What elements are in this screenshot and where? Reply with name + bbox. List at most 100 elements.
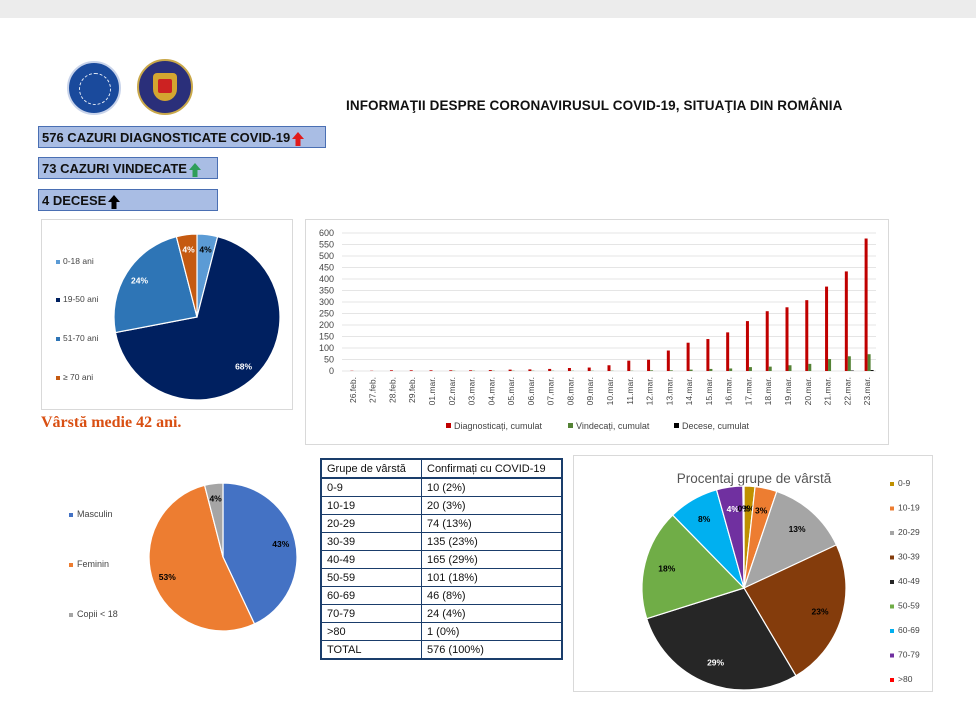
- table-cell: 165 (29%): [421, 550, 563, 569]
- bar-mark: [768, 366, 772, 371]
- stat-diagnosed-label: 576 CAZURI DIAGNOSTICATE COVID-19: [42, 130, 291, 145]
- x-tick-label: 17.mar.: [743, 377, 753, 405]
- y-tick-label: 450: [319, 263, 334, 273]
- table-header-cell: Confirmați cu COVID-19: [421, 458, 563, 479]
- y-tick-label: 550: [319, 240, 334, 250]
- x-tick-label: 15.mar.: [704, 377, 714, 405]
- y-tick-label: 0: [329, 366, 334, 376]
- table-row: TOTAL 576 (100%): [320, 640, 563, 660]
- legend-label: 50-59: [898, 601, 920, 611]
- table-cell: 135 (23%): [421, 532, 563, 551]
- legend-label: Diagnosticați, cumulat: [454, 421, 543, 431]
- pie-slice-3: [742, 490, 838, 590]
- pie-slice-2: [148, 484, 256, 632]
- arrow-up-icon: [188, 162, 201, 177]
- bar-mark: [788, 365, 792, 371]
- pie-value-label: 4%: [199, 245, 212, 255]
- bar-mark: [745, 321, 749, 371]
- bar-mark: [429, 370, 433, 371]
- pie-value-label: 2%: [742, 504, 755, 514]
- pie-value-label: 53%: [159, 572, 176, 582]
- bar-mark: [785, 307, 789, 371]
- table-cell: 50-59: [320, 568, 422, 587]
- bar-mark: [528, 369, 532, 371]
- y-tick-label: 600: [319, 228, 334, 238]
- legend-swatch: [890, 678, 894, 682]
- y-tick-label: 150: [319, 332, 334, 342]
- bar-mark: [647, 359, 651, 371]
- bar-mark: [469, 370, 473, 371]
- table-row: 20-29 74 (13%): [320, 514, 563, 533]
- legend-swatch: [568, 423, 573, 428]
- age-groups-table: Grupe de vârstă Confirmați cu COVID-19 0…: [320, 458, 563, 660]
- table-cell: 74 (13%): [421, 514, 563, 533]
- bar-mark: [567, 368, 571, 371]
- x-tick-label: 28.feb.: [387, 377, 397, 403]
- bar-mark: [488, 370, 492, 371]
- table-row: 30-39 135 (23%): [320, 532, 563, 551]
- pie-value-label: 24%: [131, 276, 148, 286]
- arrow-up-icon: [292, 131, 305, 146]
- table-cell: 46 (8%): [421, 586, 563, 605]
- age-pie-panel: 0-18 ani 19-50 ani 51-70 ani ≥ 70 ani 4% 68% 2…: [41, 219, 293, 410]
- legend-label: 40-49: [898, 576, 920, 586]
- bar-mark: [686, 342, 690, 371]
- legend-label: 60-69: [898, 625, 920, 635]
- pie-value-label: 43%: [272, 539, 289, 549]
- group-pie-chart: Procentaj grupe de vârstă 0-9 10-19 20-29 30…: [641, 471, 920, 691]
- table-row: 40-49 165 (29%): [320, 550, 563, 569]
- bar-mark: [389, 370, 393, 371]
- bar-mark: [805, 300, 809, 371]
- table-row: 10-19 20 (3%): [320, 496, 563, 515]
- legend-label: Vindecați, cumulat: [576, 421, 650, 431]
- pie-value-label: 8%: [698, 514, 711, 524]
- y-tick-label: 250: [319, 309, 334, 319]
- table-cell: 1 (0%): [421, 622, 563, 641]
- bar-mark: [847, 356, 851, 371]
- legend-swatch: [69, 513, 73, 517]
- table-header-row: Grupe de vârstă Confirmați cu COVID-19: [320, 458, 563, 479]
- table-cell: 40-49: [320, 550, 422, 569]
- legend-swatch: [890, 531, 894, 535]
- age-pie-chart: 0-18 ani 19-50 ani 51-70 ani ≥ 70 ani 4% 68% 2…: [56, 233, 281, 401]
- legend-swatch: [69, 563, 73, 567]
- pie-value-label: 29%: [707, 657, 724, 667]
- legend-label: Feminin: [77, 559, 109, 569]
- bar-mark: [706, 339, 710, 371]
- bar-mark: [726, 332, 730, 371]
- table-cell: 20-29: [320, 514, 422, 533]
- y-tick-label: 300: [319, 297, 334, 307]
- x-tick-label: 27.feb.: [368, 377, 378, 403]
- bar-mark: [864, 238, 868, 371]
- bar-mark: [669, 370, 673, 371]
- x-tick-label: 11.mar.: [625, 377, 635, 405]
- y-tick-label: 500: [319, 251, 334, 261]
- page-title: INFORMAŢII DESPRE CORONAVIRUSUL COVID-19…: [346, 98, 843, 113]
- x-tick-label: 26.feb.: [348, 377, 358, 403]
- legend-swatch: [890, 482, 894, 486]
- table-cell: 60-69: [320, 586, 422, 605]
- x-tick-label: 10.mar.: [605, 377, 615, 405]
- legend-swatch: [56, 298, 60, 302]
- bar-mark: [689, 369, 693, 371]
- bar-mark: [449, 370, 453, 371]
- bar-mark: [709, 368, 713, 371]
- legend-swatch: [890, 604, 894, 609]
- legend-label: 19-50 ani: [63, 294, 99, 304]
- legend-label: 30-39: [898, 552, 920, 562]
- government-logo: [67, 61, 121, 115]
- bar-mark: [765, 311, 769, 371]
- x-tick-label: 13.mar.: [664, 377, 674, 405]
- stat-deaths-label: 4 DECESE: [42, 193, 107, 208]
- legend-swatch: [890, 653, 894, 658]
- table-cell: 0-9: [320, 477, 422, 497]
- x-tick-label: 16.mar.: [724, 377, 734, 405]
- pie-slice-4: [175, 233, 198, 318]
- y-tick-label: 350: [319, 286, 334, 296]
- bar-mark: [825, 286, 829, 371]
- stat-recovered-label: 73 CAZURI VINDECATE: [42, 161, 187, 176]
- pie-value-label: 4%: [209, 493, 222, 503]
- legend-swatch: [890, 629, 894, 633]
- x-tick-label: 19.mar.: [783, 377, 793, 405]
- legend-swatch: [674, 423, 679, 428]
